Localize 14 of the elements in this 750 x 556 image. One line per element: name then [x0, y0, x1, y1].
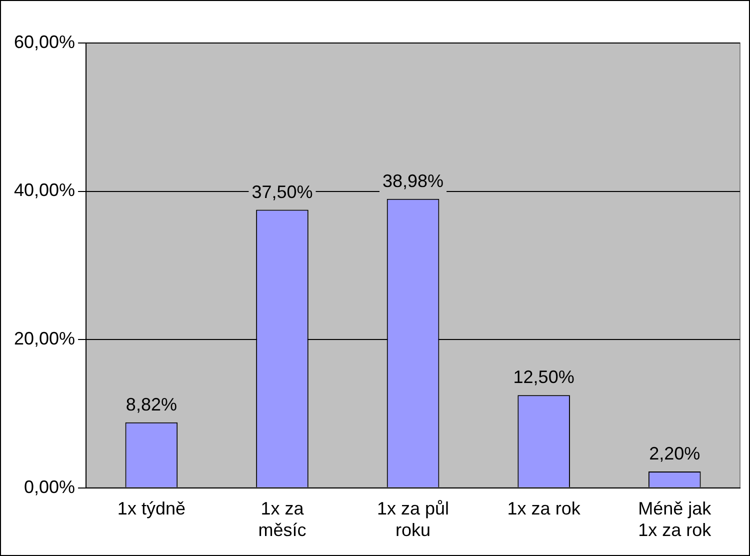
data-label: 38,98% [382, 170, 444, 191]
x-tick-label: 1x týdně [117, 498, 186, 519]
data-label: 37,50% [252, 182, 313, 202]
y-tick-label: 20,00% [14, 328, 76, 348]
x-tick-label: Méně jak 1x za rok [638, 498, 712, 540]
data-label: 8,82% [126, 394, 177, 414]
x-tick-label: 1x za půl roku [377, 498, 450, 540]
x-tick-label: 1x za měsíc [258, 498, 306, 540]
y-tick-label: 40,00% [14, 180, 76, 200]
data-label: 2,20% [649, 443, 700, 464]
y-tick-label: 60,00% [14, 32, 76, 52]
data-label: 12,50% [513, 367, 574, 388]
x-tick-label: 1x za rok [507, 498, 582, 519]
y-tick-label: 0,00% [24, 476, 76, 497]
